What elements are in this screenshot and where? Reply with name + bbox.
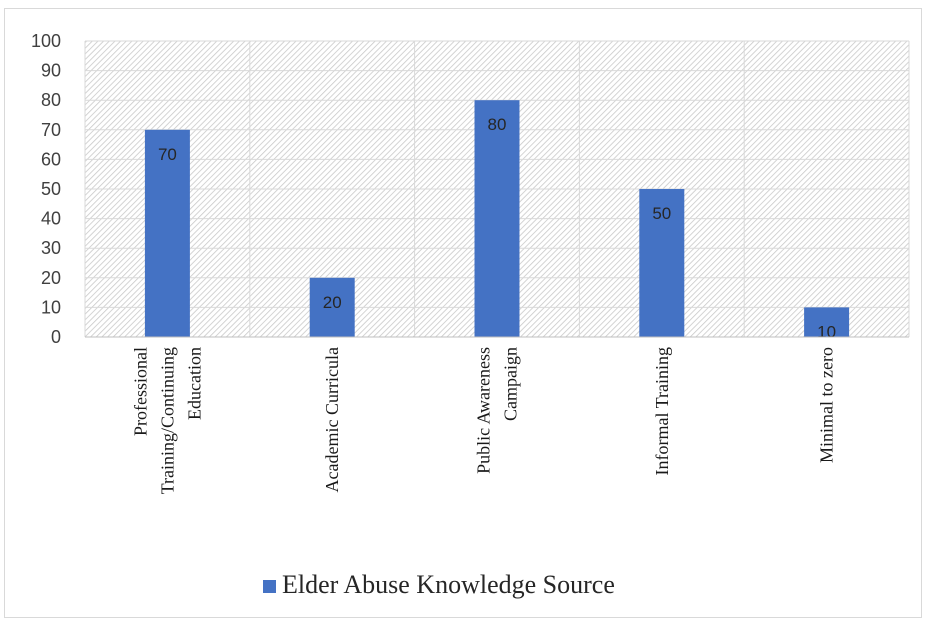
data-label: 80 [488,115,507,134]
x-tick-line: Public Awareness [474,347,494,474]
data-label: 20 [323,293,342,312]
x-tick-line: Campaign [501,347,521,421]
bar [639,189,685,337]
y-tick-label: 70 [41,120,61,140]
y-tick-label: 60 [41,149,61,169]
y-axis: 0 10 20 30 40 50 60 70 80 90 100 [31,31,61,347]
chart-frame: 0 10 20 30 40 50 60 70 80 90 100 70 20 80 50 10 Profes… [4,8,922,618]
x-axis: Professional Training/Continuing Education… [85,336,909,494]
x-tick-label: Public Awareness Campaign [474,347,521,474]
x-tick-label: Professional Training/Continuing Education [130,347,204,494]
x-tick-line: Training/Continuing [157,347,177,494]
x-tick-line: Informal Training [652,347,672,476]
bar [804,307,850,337]
bar [474,100,520,337]
legend: Elder Abuse Knowledge Source [263,570,615,599]
x-tick-label: Minimal to zero [817,347,837,463]
bar [144,129,190,337]
y-tick-label: 40 [41,209,61,229]
x-tick-line: Minimal to zero [817,347,837,463]
legend-swatch [263,580,276,593]
x-tick-line: Education [184,347,204,420]
y-tick-label: 0 [51,327,61,347]
y-tick-label: 90 [41,61,61,81]
y-tick-label: 30 [41,238,61,258]
x-tick-line: Academic Curricula [322,347,342,492]
x-tick-line: Professional [130,347,150,436]
y-tick-label: 10 [41,297,61,317]
x-tick-label: Academic Curricula [322,347,342,492]
bars [144,100,850,337]
data-labels: 70 20 80 50 10 [158,115,836,341]
y-tick-label: 80 [41,90,61,110]
data-label: 50 [652,204,671,223]
bar-chart: 0 10 20 30 40 50 60 70 80 90 100 70 20 80 50 10 Profes… [31,31,910,599]
data-label: 10 [817,322,836,341]
x-tick-label: Informal Training [652,347,672,476]
bar [309,277,355,337]
y-tick-label: 20 [41,268,61,288]
y-tick-label: 50 [41,179,61,199]
data-label: 70 [158,145,177,164]
legend-label: Elder Abuse Knowledge Source [282,570,615,599]
y-tick-label: 100 [31,31,61,51]
